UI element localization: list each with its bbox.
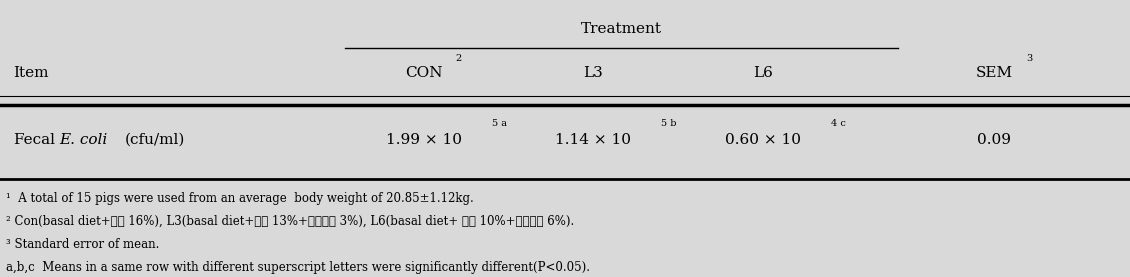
Text: L6: L6 [753,66,773,80]
Text: Item: Item [14,66,49,80]
Text: 5 a: 5 a [492,119,506,128]
Text: ² Con(basal diet+유당 16%), L3(basal diet+유당 13%+쌌시공품 3%), L6(basal diet+ 유당 10%+쌌: ² Con(basal diet+유당 16%), L3(basal diet+… [6,215,574,228]
Text: SEM: SEM [976,66,1012,80]
Text: 2: 2 [455,54,462,63]
Text: 1.14 × 10: 1.14 × 10 [555,133,632,147]
Text: L3: L3 [583,66,603,80]
Text: ³ Standard error of mean.: ³ Standard error of mean. [6,238,159,251]
Text: 3: 3 [1026,54,1033,63]
Text: CON: CON [405,66,443,80]
Text: 5 b: 5 b [661,119,677,128]
Text: Fecal: Fecal [14,133,60,147]
Text: Treatment: Treatment [581,22,662,36]
Text: ¹  A total of 15 pigs were used from an average  body weight of 20.85±1.12kg.: ¹ A total of 15 pigs were used from an a… [6,192,473,204]
Text: 0.09: 0.09 [977,133,1011,147]
Text: (cfu/ml): (cfu/ml) [124,133,184,147]
Text: 1.99 × 10: 1.99 × 10 [385,133,462,147]
Text: a,b,c  Means in a same row with different superscript letters were significantly: a,b,c Means in a same row with different… [6,261,590,274]
Text: 4 c: 4 c [831,119,845,128]
Text: E. coli: E. coli [59,133,107,147]
Text: 0.60 × 10: 0.60 × 10 [724,133,801,147]
